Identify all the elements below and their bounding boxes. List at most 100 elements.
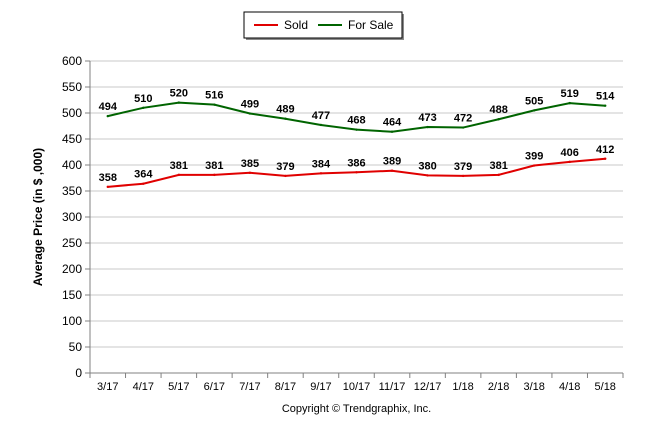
data-point: [604, 104, 607, 107]
data-label: 519: [561, 88, 579, 100]
data-label: 516: [205, 90, 223, 102]
y-tick-label: 600: [62, 54, 82, 68]
legend: Sold For Sale: [243, 11, 404, 40]
data-point: [497, 173, 500, 177]
legend-label: Sold: [284, 18, 308, 32]
data-label: 386: [347, 157, 365, 169]
data-point: [213, 173, 216, 177]
data-label: 489: [276, 104, 294, 116]
grid: [89, 60, 623, 374]
x-tick-label: 7/17: [239, 381, 260, 393]
data-label: 514: [596, 91, 615, 103]
x-tick-label: 2/18: [488, 381, 509, 393]
data-point: [284, 117, 287, 120]
data-label: 399: [525, 151, 543, 163]
data-point: [390, 130, 394, 133]
data-point: [106, 114, 109, 118]
data-point: [461, 126, 465, 129]
data-label: 406: [561, 147, 579, 159]
data-label: 380: [418, 160, 436, 172]
data-point: [355, 171, 358, 174]
data-point: [106, 185, 109, 189]
data-point: [604, 157, 607, 160]
y-tick-label: 500: [62, 106, 82, 120]
data-point: [355, 128, 358, 131]
data-point: [284, 174, 287, 178]
data-label: 494: [99, 101, 118, 113]
data-label: 364: [134, 169, 153, 181]
data-point: [213, 103, 216, 106]
y-tick-label: 100: [62, 314, 82, 328]
y-tick-label: 250: [62, 236, 82, 250]
data-labels: 358 364 381 381 385 379 384 386 389 380 379 381 399 4…: [99, 88, 616, 184]
data-label: 473: [418, 112, 436, 124]
data-label: 385: [241, 158, 259, 170]
data-label: 510: [134, 93, 152, 105]
y-tick-label: 450: [62, 132, 82, 146]
data-label: 381: [205, 160, 223, 172]
data-point: [426, 174, 429, 177]
y-tick-label: 350: [62, 184, 82, 198]
x-tick-label: 11/17: [379, 381, 406, 393]
y-tick-label: 150: [62, 288, 82, 302]
y-axis-ticks: 0 50 100 150 200 250 300 350 400 450 500 550 600: [62, 54, 90, 380]
data-point: [177, 101, 181, 104]
data-label: 499: [241, 99, 259, 111]
data-label: 468: [347, 115, 365, 127]
x-axis-ticks: 3/17 4/17 5/17 6/17 7/17 8/17 9/17 10/17 11/17 12…: [89, 373, 624, 393]
x-tick-label: 12/17: [414, 381, 442, 393]
x-tick-label: 10/17: [343, 381, 371, 393]
data-label: 412: [596, 144, 614, 156]
x-tick-label: 5/18: [595, 381, 616, 393]
data-label: 381: [489, 160, 507, 172]
data-point: [248, 171, 252, 174]
data-point: [461, 174, 465, 178]
y-tick-label: 300: [62, 210, 82, 224]
data-point: [390, 169, 394, 172]
data-point: [319, 123, 323, 127]
legend-label: For Sale: [348, 18, 394, 32]
x-tick-label: 5/17: [168, 381, 189, 393]
x-tick-label: 3/18: [523, 381, 544, 393]
data-point: [177, 173, 181, 177]
data-point: [319, 172, 323, 175]
y-tick-label: 550: [62, 80, 82, 94]
data-point: [497, 118, 500, 121]
data-point: [426, 125, 429, 129]
x-tick-label: 9/17: [310, 381, 331, 393]
data-label: 358: [99, 172, 117, 184]
data-point: [568, 160, 571, 164]
data-point: [248, 112, 252, 115]
data-point: [532, 109, 536, 112]
x-tick-label: 8/17: [275, 381, 296, 393]
data-point: [142, 106, 145, 110]
x-tick-label: 4/18: [559, 381, 580, 393]
x-tick-label: 4/17: [133, 381, 154, 393]
data-label: 520: [170, 88, 188, 100]
x-tick-label: 3/17: [97, 381, 118, 393]
y-tick-label: 200: [62, 262, 82, 276]
data-label: 477: [312, 110, 330, 122]
x-tick-label: 1/18: [452, 381, 473, 393]
data-label: 472: [454, 113, 472, 125]
data-point: [568, 101, 571, 105]
x-tick-label: 6/17: [204, 381, 225, 393]
y-tick-label: 0: [75, 366, 82, 380]
copyright-text: Copyright © Trendgraphix, Inc.: [282, 403, 431, 415]
data-label: 464: [383, 117, 402, 129]
series-layer: [106, 101, 607, 189]
data-point: [142, 182, 145, 185]
data-label: 384: [312, 158, 331, 170]
y-tick-label: 50: [69, 340, 83, 354]
data-label: 488: [489, 104, 507, 116]
y-axis-title: Average Price (in $ ,000): [31, 148, 45, 286]
y-tick-label: 400: [62, 158, 82, 172]
data-label: 381: [170, 160, 188, 172]
data-label: 505: [525, 95, 543, 107]
data-label: 379: [276, 161, 294, 173]
data-point: [532, 164, 536, 167]
data-label: 389: [383, 156, 401, 168]
data-label: 379: [454, 161, 472, 173]
